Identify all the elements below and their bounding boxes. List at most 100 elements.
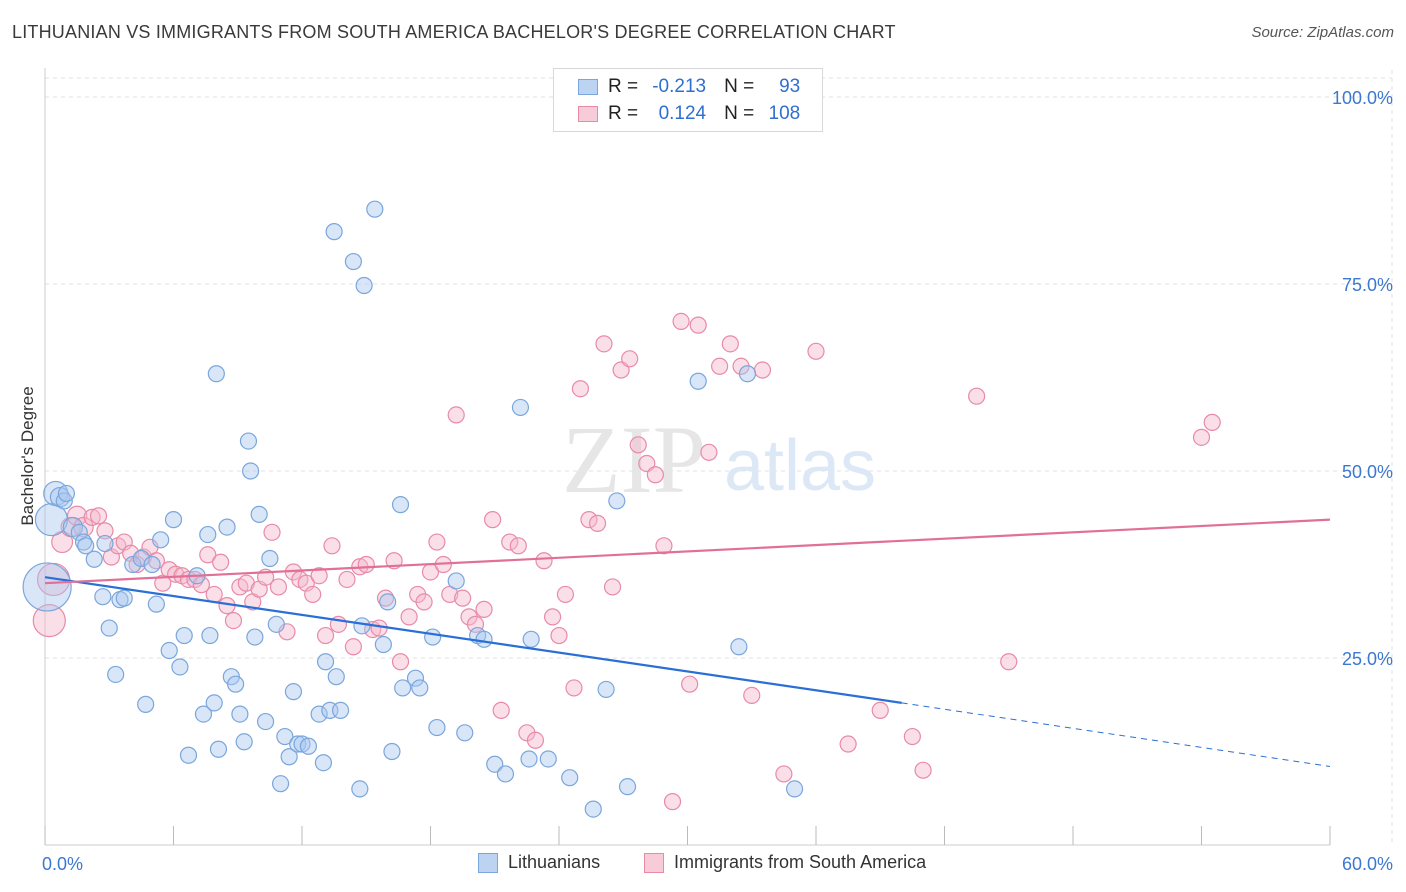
immigrants-point — [646, 466, 664, 484]
legend-label: Lithuanians — [508, 852, 601, 872]
immigrants-point — [721, 335, 739, 353]
immigrants-point — [1000, 653, 1018, 671]
lithuanians-point — [250, 505, 268, 523]
immigrants-point — [700, 443, 718, 461]
tick-labels: 25.0% 50.0% 75.0% 100.0% 0.0% 60.0% — [42, 88, 1393, 874]
immigrants-point — [484, 511, 502, 529]
lithuanians-point — [475, 630, 493, 648]
watermark-atlas: atlas — [724, 426, 876, 506]
lithuanians-point — [374, 635, 392, 654]
lithuanians-point — [496, 765, 515, 783]
lithuanians-point — [235, 733, 253, 751]
lithuanians-point — [785, 780, 804, 798]
lithuanians-point — [199, 525, 217, 544]
lithuanians-point — [299, 737, 318, 755]
lithuanians-point — [511, 398, 530, 417]
immigrants-point — [83, 508, 101, 526]
immigrants-point — [571, 380, 590, 398]
immigrants-point — [224, 611, 243, 630]
immigrants-point — [428, 533, 446, 551]
immigrants-point — [357, 555, 375, 574]
stats-row-lithuanians: R = -0.213 N = 93 — [578, 74, 800, 100]
trend-lines — [44, 518, 1331, 767]
lithuanians-point — [194, 705, 213, 723]
immigrants-point — [304, 585, 322, 604]
lithuanians-point — [179, 746, 198, 764]
legend-swatch-pink — [644, 852, 664, 873]
chart-title: LITHUANIAN VS IMMIGRANTS FROM SOUTH AMER… — [12, 22, 896, 42]
immigrants-point — [621, 350, 639, 368]
legend-item-lithuanians[interactable]: Lithuanians — [478, 852, 600, 873]
lithuanians-point — [207, 365, 225, 383]
n-label: N = — [724, 103, 755, 124]
immigrants-point — [753, 361, 772, 379]
immigrants-point — [672, 312, 690, 330]
n-value: 93 — [779, 76, 801, 97]
y-tick-label: 50.0% — [1342, 462, 1393, 482]
lithuanians-trend-extension — [901, 702, 1331, 767]
immigrants-point — [310, 567, 328, 585]
lithuanians-point — [689, 372, 707, 390]
immigrants-point — [454, 589, 472, 607]
lithuanians-point — [201, 626, 219, 645]
immigrants-point — [968, 387, 986, 405]
lithuanians-point — [143, 555, 161, 574]
lithuanians-point — [289, 735, 307, 753]
legend-label: Immigrants from South America — [674, 852, 927, 872]
immigrants-point — [535, 552, 553, 570]
immigrants-point — [807, 342, 825, 360]
lithuanians-point — [456, 724, 474, 742]
lithuanians-point — [85, 550, 103, 568]
lithuanians-point — [314, 754, 333, 772]
lithuanians-point — [428, 718, 446, 737]
lithuanians-point — [383, 742, 401, 761]
immigrants-point — [269, 578, 288, 596]
immigrants-point — [316, 626, 335, 645]
legend-item-immigrants[interactable]: Immigrants from South America — [644, 852, 926, 873]
lithuanians-point — [239, 432, 258, 450]
lithuanians-point — [406, 669, 425, 687]
lithuanians-trend-line — [44, 576, 902, 704]
lithuanians-point — [132, 549, 150, 568]
lithuanians-point — [293, 735, 311, 753]
lithuanians-point — [738, 365, 757, 383]
n-value: 108 — [768, 103, 801, 124]
lithuanians-point — [584, 800, 602, 818]
r-value: -0.213 — [652, 76, 707, 97]
legend: Lithuanians Immigrants from South Americ… — [0, 852, 1406, 878]
immigrants-point — [344, 638, 362, 656]
immigrants-point — [391, 653, 410, 671]
immigrants-point — [212, 553, 230, 571]
immigrants-point — [1192, 428, 1211, 446]
n-label: N = — [724, 76, 755, 97]
lithuanians-point — [164, 511, 183, 529]
immigrants-point — [543, 608, 562, 626]
y-tick-label: 25.0% — [1342, 649, 1393, 669]
immigrants-point — [32, 603, 66, 638]
immigrants-point — [603, 578, 622, 596]
lithuanians-point — [539, 750, 557, 768]
immigrants-point — [655, 537, 673, 555]
lithuanians-point — [160, 641, 178, 660]
lithuanians-point — [284, 683, 303, 701]
immigrants-point — [323, 537, 341, 555]
lithuanians-point — [379, 593, 397, 611]
lithuanians-point — [411, 679, 429, 697]
blue-swatch — [578, 79, 598, 95]
immigrants-point — [595, 335, 613, 353]
lithuanians-point — [486, 755, 504, 773]
x-tick-label-min: 0.0% — [42, 854, 83, 874]
immigrants-point — [556, 585, 575, 604]
series-lithuanians-points — [22, 200, 804, 818]
immigrants-point — [629, 436, 647, 454]
immigrants-point — [663, 793, 682, 811]
immigrants-point — [501, 533, 519, 551]
lithuanians-point — [171, 658, 189, 676]
immigrants-point — [526, 731, 545, 749]
lithuanians-point — [608, 492, 626, 510]
immigrants-point — [871, 701, 889, 719]
lithuanians-point — [520, 750, 538, 768]
lithuanians-point — [256, 712, 275, 731]
pink-swatch — [578, 106, 598, 122]
